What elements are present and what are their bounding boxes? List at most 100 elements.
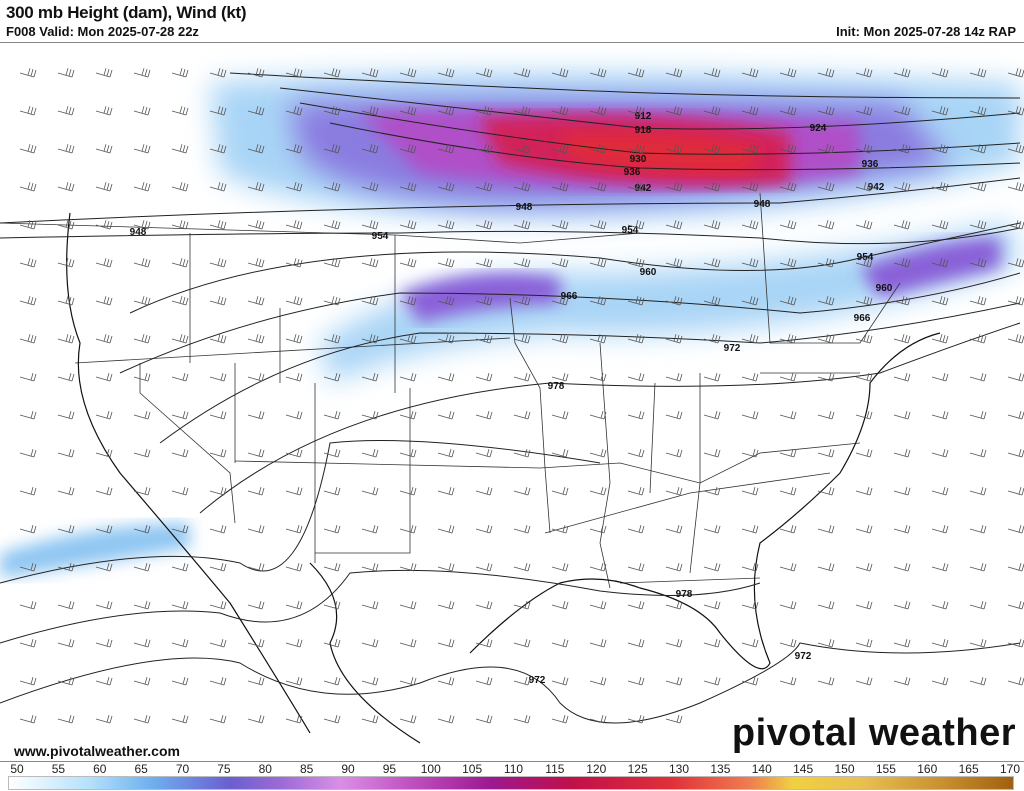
wind-barb	[323, 372, 341, 382]
contour-labels: 912 918 924 930 936 936 942 942 948 948 …	[130, 111, 893, 686]
wind-barb	[817, 486, 835, 496]
contour-label: 966	[854, 313, 871, 324]
wind-barb	[247, 258, 265, 268]
wind-barb	[627, 410, 645, 420]
wind-barb	[209, 714, 227, 724]
wind-barb	[931, 296, 949, 306]
contour-label: 954	[372, 231, 389, 242]
wind-barb	[19, 334, 37, 344]
wind-barb	[779, 106, 797, 116]
wind-barb	[19, 676, 37, 686]
wind-barb	[361, 296, 379, 306]
wind-barb	[817, 68, 835, 78]
wind-barb	[703, 334, 721, 344]
wind-barb	[171, 410, 189, 420]
wind-barb	[19, 486, 37, 496]
wind-barb	[855, 372, 873, 382]
wind-barb	[741, 334, 759, 344]
wind-barb	[513, 410, 531, 420]
wind-barb	[247, 220, 265, 230]
wind-barb	[285, 714, 303, 724]
wind-barb	[19, 562, 37, 572]
wind-barb	[57, 638, 75, 648]
wind-barb	[95, 182, 113, 192]
wind-barb	[627, 600, 645, 610]
wind-barb	[19, 714, 37, 724]
wind-barb	[551, 524, 569, 534]
wind-barb	[209, 638, 227, 648]
wind-barb	[209, 372, 227, 382]
colorbar-tick: 75	[217, 762, 231, 776]
weather-map: 912 918 924 930 936 936 942 942 948 948 …	[0, 42, 1024, 762]
wind-barb	[19, 258, 37, 268]
wind-barb	[285, 106, 303, 116]
wind-barb	[741, 448, 759, 458]
wind-barb	[475, 410, 493, 420]
wind-barb	[57, 410, 75, 420]
wind-barb	[57, 220, 75, 230]
wind-barb	[95, 562, 113, 572]
wind-barb	[1007, 562, 1024, 572]
contour-label: 924	[810, 123, 827, 134]
wind-barb	[589, 410, 607, 420]
wind-barb	[779, 676, 797, 686]
wind-barb	[95, 296, 113, 306]
wind-barb	[855, 486, 873, 496]
wind-barb	[133, 106, 151, 116]
wind-barb	[171, 714, 189, 724]
wind-barb	[323, 220, 341, 230]
wind-barb	[95, 258, 113, 268]
colorbar-tick: 115	[545, 762, 565, 776]
wind-barb	[627, 258, 645, 268]
wind-barb	[361, 258, 379, 268]
wind-barb	[133, 182, 151, 192]
wind-barb	[171, 68, 189, 78]
wind-barb	[475, 334, 493, 344]
wind-barb	[969, 220, 987, 230]
wind-barb	[399, 524, 417, 534]
contour-label: 930	[630, 154, 647, 165]
wind-barb	[1007, 296, 1024, 306]
wind-barb	[437, 296, 455, 306]
wind-barb	[627, 448, 645, 458]
wind-barb	[19, 638, 37, 648]
wind-barb	[399, 448, 417, 458]
wind-barb	[361, 334, 379, 344]
wind-barb	[931, 258, 949, 268]
contour-label: 960	[876, 283, 893, 294]
colorbar-tick: 140	[751, 762, 772, 776]
wind-barb	[171, 638, 189, 648]
wind-barb	[209, 144, 227, 154]
colorbar-tick: 60	[93, 762, 107, 776]
wind-barb	[551, 410, 569, 420]
wind-barb	[855, 524, 873, 534]
wind-barb	[893, 106, 911, 116]
wind-barb	[741, 676, 759, 686]
wind-barb	[893, 448, 911, 458]
wind-barb	[133, 562, 151, 572]
wind-barb	[665, 144, 683, 154]
wind-barb	[855, 562, 873, 572]
wind-barb	[969, 296, 987, 306]
contour-label: 978	[676, 589, 693, 600]
wind-barb	[741, 144, 759, 154]
wind-barb	[475, 638, 493, 648]
colorbar-tick: 90	[341, 762, 355, 776]
contour-label: 912	[635, 111, 652, 122]
wind-barb	[285, 372, 303, 382]
wind-barb	[931, 486, 949, 496]
wind-barb	[437, 106, 455, 116]
wind-barb	[133, 334, 151, 344]
wind-barb	[399, 486, 417, 496]
wind-barb	[361, 524, 379, 534]
wind-barb	[855, 258, 873, 268]
wind-barb	[931, 144, 949, 154]
wind-barb	[437, 638, 455, 648]
wind-barb	[171, 372, 189, 382]
wind-barb	[779, 448, 797, 458]
wind-barb	[57, 714, 75, 724]
wind-barb	[19, 182, 37, 192]
wind-barb	[247, 486, 265, 496]
wind-barb	[741, 182, 759, 192]
wind-barb	[285, 258, 303, 268]
